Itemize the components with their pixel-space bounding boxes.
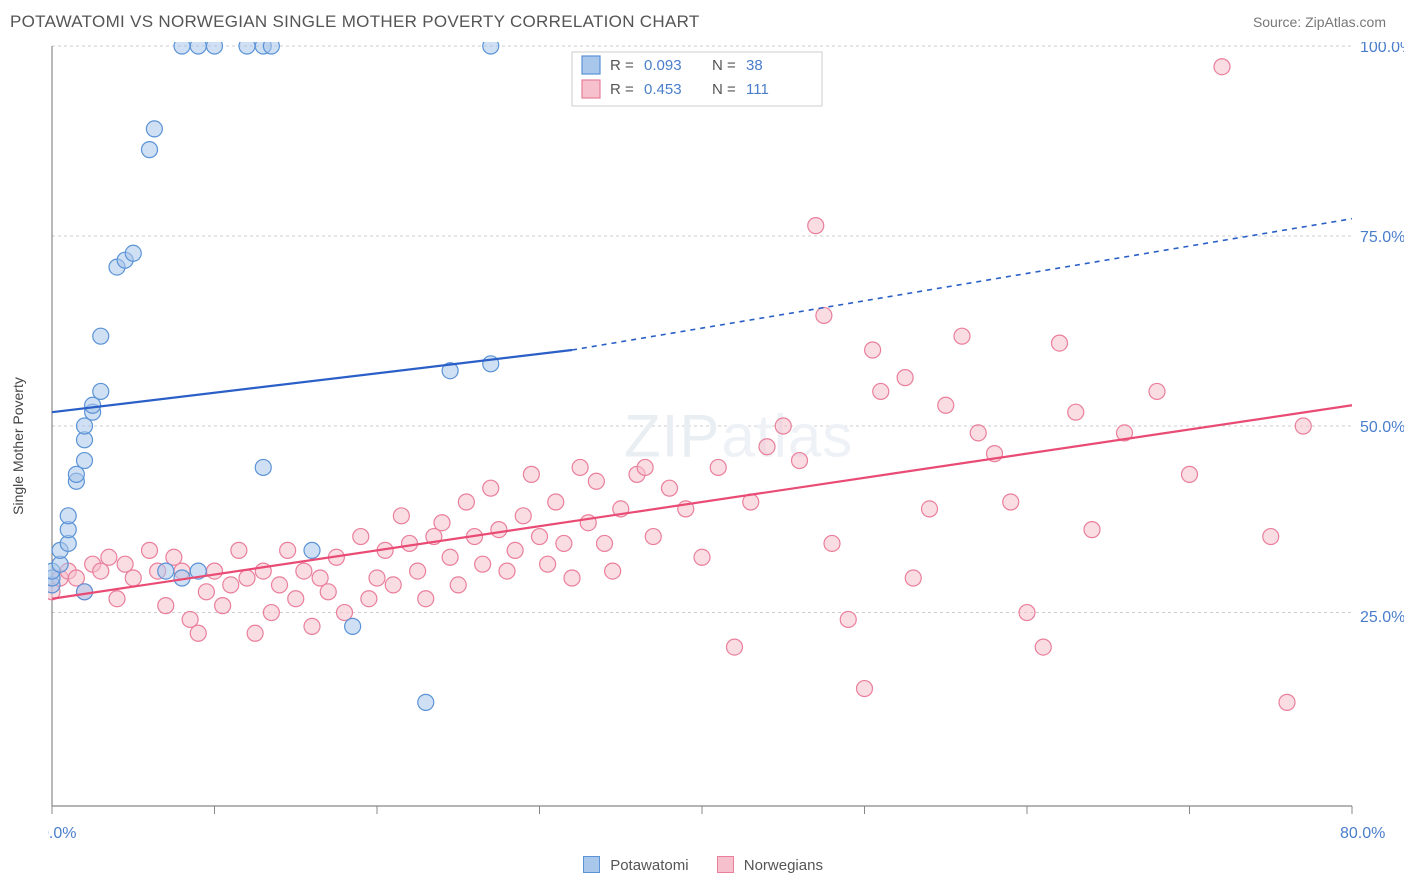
svg-text:ZIP: ZIP — [624, 402, 720, 469]
svg-text:0.0%: 0.0% — [48, 825, 76, 842]
legend-swatch-pink — [717, 856, 734, 873]
svg-text:N =: N = — [712, 81, 736, 98]
source-label: Source: ZipAtlas.com — [1253, 14, 1386, 30]
svg-text:0.093: 0.093 — [644, 57, 682, 74]
legend-label-potawatomi: Potawatomi — [610, 857, 688, 874]
chart-area: Single Mother Poverty 25.0%50.0%75.0%100… — [48, 42, 1406, 850]
scatter-plot: 25.0% 50.0% 75.0% 100.0% 0.0% 80.0% ZIPatlas R … — [48, 42, 1404, 850]
bottom-legend: Potawatomi Norwegians — [0, 856, 1406, 874]
svg-text:50.0%: 50.0% — [1360, 419, 1404, 436]
legend-item-norwegians: Norwegians — [717, 856, 823, 874]
svg-text:0.453: 0.453 — [644, 81, 682, 98]
svg-text:100.0%: 100.0% — [1360, 42, 1404, 56]
svg-text:38: 38 — [746, 57, 763, 74]
legend-item-potawatomi: Potawatomi — [583, 856, 689, 874]
svg-text:111: 111 — [746, 81, 769, 98]
svg-text:80.0%: 80.0% — [1340, 825, 1385, 842]
svg-text:N =: N = — [712, 57, 736, 74]
chart-title: POTAWATOMI VS NORWEGIAN SINGLE MOTHER PO… — [10, 12, 700, 32]
legend-label-norwegians: Norwegians — [744, 857, 823, 874]
header: POTAWATOMI VS NORWEGIAN SINGLE MOTHER PO… — [0, 0, 1406, 38]
y-axis-label: Single Mother Poverty — [10, 377, 26, 515]
svg-text:R =: R = — [610, 81, 634, 98]
svg-text:75.0%: 75.0% — [1360, 229, 1404, 246]
svg-text:25.0%: 25.0% — [1360, 609, 1404, 626]
svg-text:R =: R = — [610, 57, 634, 74]
svg-text:atlas: atlas — [722, 402, 854, 469]
legend-swatch-blue — [583, 856, 600, 873]
